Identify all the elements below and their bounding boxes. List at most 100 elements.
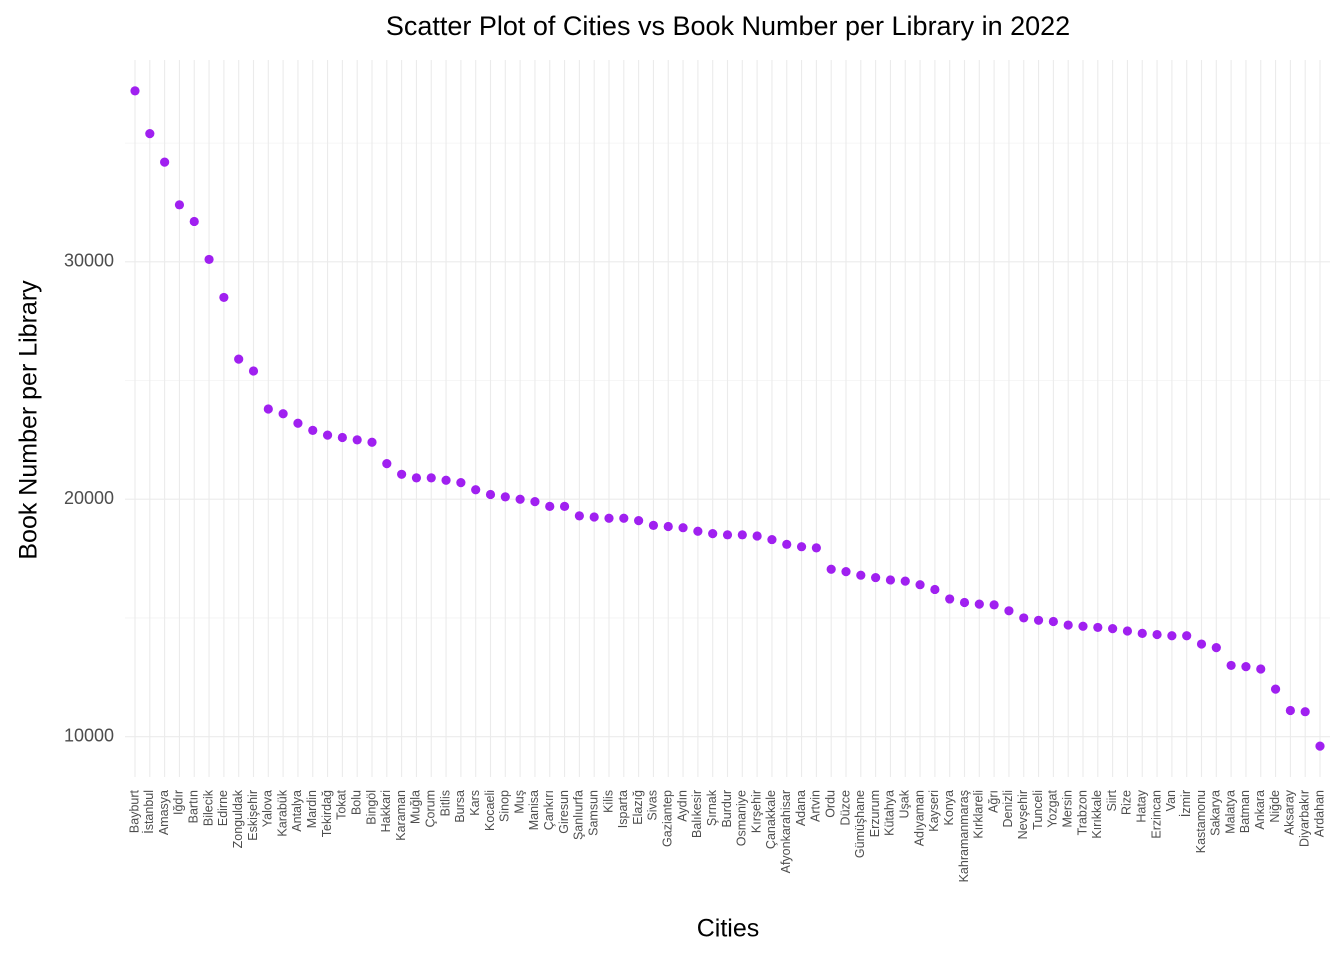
point xyxy=(559,501,570,511)
chart-title: Scatter Plot of Cities vs Book Number pe… xyxy=(386,11,1070,41)
x-tick-label: Hatay xyxy=(1135,789,1149,822)
x-tick-label: Kırşehir xyxy=(749,790,763,833)
point xyxy=(1078,621,1088,631)
point xyxy=(989,600,999,610)
x-tick-label: Kütahya xyxy=(883,790,897,836)
x-tick-label: Yozgat xyxy=(1046,789,1060,827)
x-tick-label: Kars xyxy=(468,790,482,816)
x-tick-label: Kilis xyxy=(601,790,615,813)
point xyxy=(796,542,807,552)
x-tick-label: Zonguldak xyxy=(231,789,245,848)
x-tick-label: Kocaeli xyxy=(483,790,497,831)
x-tick-label: Rize xyxy=(1120,790,1134,815)
x-tick-label: Samsun xyxy=(586,790,600,836)
x-tick-label: Konya xyxy=(942,790,956,825)
point xyxy=(871,572,881,583)
point xyxy=(811,543,821,553)
x-tick-label: Osmaniye xyxy=(735,790,749,846)
x-tick-label: Tunceli xyxy=(1031,790,1045,830)
point xyxy=(1122,626,1133,636)
x-tick-label: Şırnak xyxy=(705,789,719,826)
x-tick-label: Tokat xyxy=(335,789,349,819)
point xyxy=(1093,622,1103,633)
point xyxy=(1152,629,1162,640)
point xyxy=(545,501,555,511)
x-tick-label: Ankara xyxy=(1253,790,1267,830)
x-tick-label: Bolu xyxy=(349,790,363,815)
point xyxy=(722,530,733,540)
x-tick-label: Sinop xyxy=(498,790,512,822)
x-tick-label: Antalya xyxy=(290,790,304,832)
x-tick-label: Ağrı xyxy=(986,790,1000,813)
x-tick-label: Çanakkale xyxy=(764,790,778,849)
y-tick-label: 10000 xyxy=(64,725,114,745)
x-tick-label: Artvin xyxy=(809,790,823,822)
x-tick-label: Ordu xyxy=(823,790,837,818)
point xyxy=(1167,631,1177,641)
point xyxy=(856,570,866,580)
x-tick-label: Kırklareli xyxy=(972,790,986,839)
x-tick-label: Diyarbakır xyxy=(1297,790,1311,847)
point xyxy=(130,86,140,96)
x-tick-label: Bitlis xyxy=(438,790,452,816)
x-tick-label: Ardahan xyxy=(1312,790,1326,837)
point xyxy=(1196,639,1207,649)
point xyxy=(1004,606,1014,616)
x-tick-label: Erzurum xyxy=(868,790,882,837)
x-tick-label: Malatya xyxy=(1223,790,1237,834)
point xyxy=(382,459,392,469)
point xyxy=(293,418,303,428)
x-tick-label: Giresun xyxy=(557,790,571,834)
x-tick-label: Siirt xyxy=(1105,789,1119,811)
x-tick-label: Niğde xyxy=(1268,790,1282,823)
x-tick-label: Düzce xyxy=(838,790,852,825)
point xyxy=(397,469,407,479)
point xyxy=(648,520,659,530)
x-tick-label: Bilecik xyxy=(201,789,215,826)
point xyxy=(204,254,214,265)
x-tick-label: Afyonkarahisar xyxy=(779,790,793,873)
x-tick-label: Aksaray xyxy=(1283,789,1297,835)
x-tick-label: Kahramanmaraş xyxy=(957,790,971,882)
point xyxy=(1315,741,1325,751)
point xyxy=(841,567,851,577)
x-tick-label: Van xyxy=(1164,790,1178,811)
point xyxy=(160,157,170,167)
point xyxy=(634,515,644,526)
point xyxy=(1300,707,1310,717)
x-tick-label: Elazığ xyxy=(631,790,645,825)
point xyxy=(930,584,940,595)
point xyxy=(263,404,273,414)
point xyxy=(1226,660,1236,671)
x-tick-label: Balıkesir xyxy=(690,790,704,838)
x-tick-label: Sakarya xyxy=(1209,790,1223,836)
point xyxy=(1285,705,1295,716)
x-tick-label: Trabzon xyxy=(1075,790,1089,835)
point xyxy=(426,473,436,483)
x-tick-label: Eskişehir xyxy=(246,790,260,841)
point xyxy=(145,128,155,139)
point xyxy=(945,594,955,604)
x-tick-label: Gaziantep xyxy=(661,790,675,847)
point xyxy=(1182,631,1192,641)
point xyxy=(1256,664,1266,674)
point xyxy=(900,576,910,586)
point xyxy=(915,580,925,590)
x-tick-label: Sivas xyxy=(646,790,660,821)
point xyxy=(589,512,599,522)
point xyxy=(1211,643,1221,653)
x-tick-label: İzmir xyxy=(1179,790,1193,817)
x-tick-label: Nevşehir xyxy=(1016,790,1030,839)
point xyxy=(367,437,377,447)
x-tick-label: Aydın xyxy=(675,790,689,822)
x-tick-label: Batman xyxy=(1238,790,1252,833)
point xyxy=(308,425,318,435)
point xyxy=(471,485,481,495)
point xyxy=(1033,615,1044,625)
x-tick-label: Tekirdağ xyxy=(320,790,334,837)
point xyxy=(174,200,185,210)
point xyxy=(337,432,347,443)
point xyxy=(974,599,984,609)
